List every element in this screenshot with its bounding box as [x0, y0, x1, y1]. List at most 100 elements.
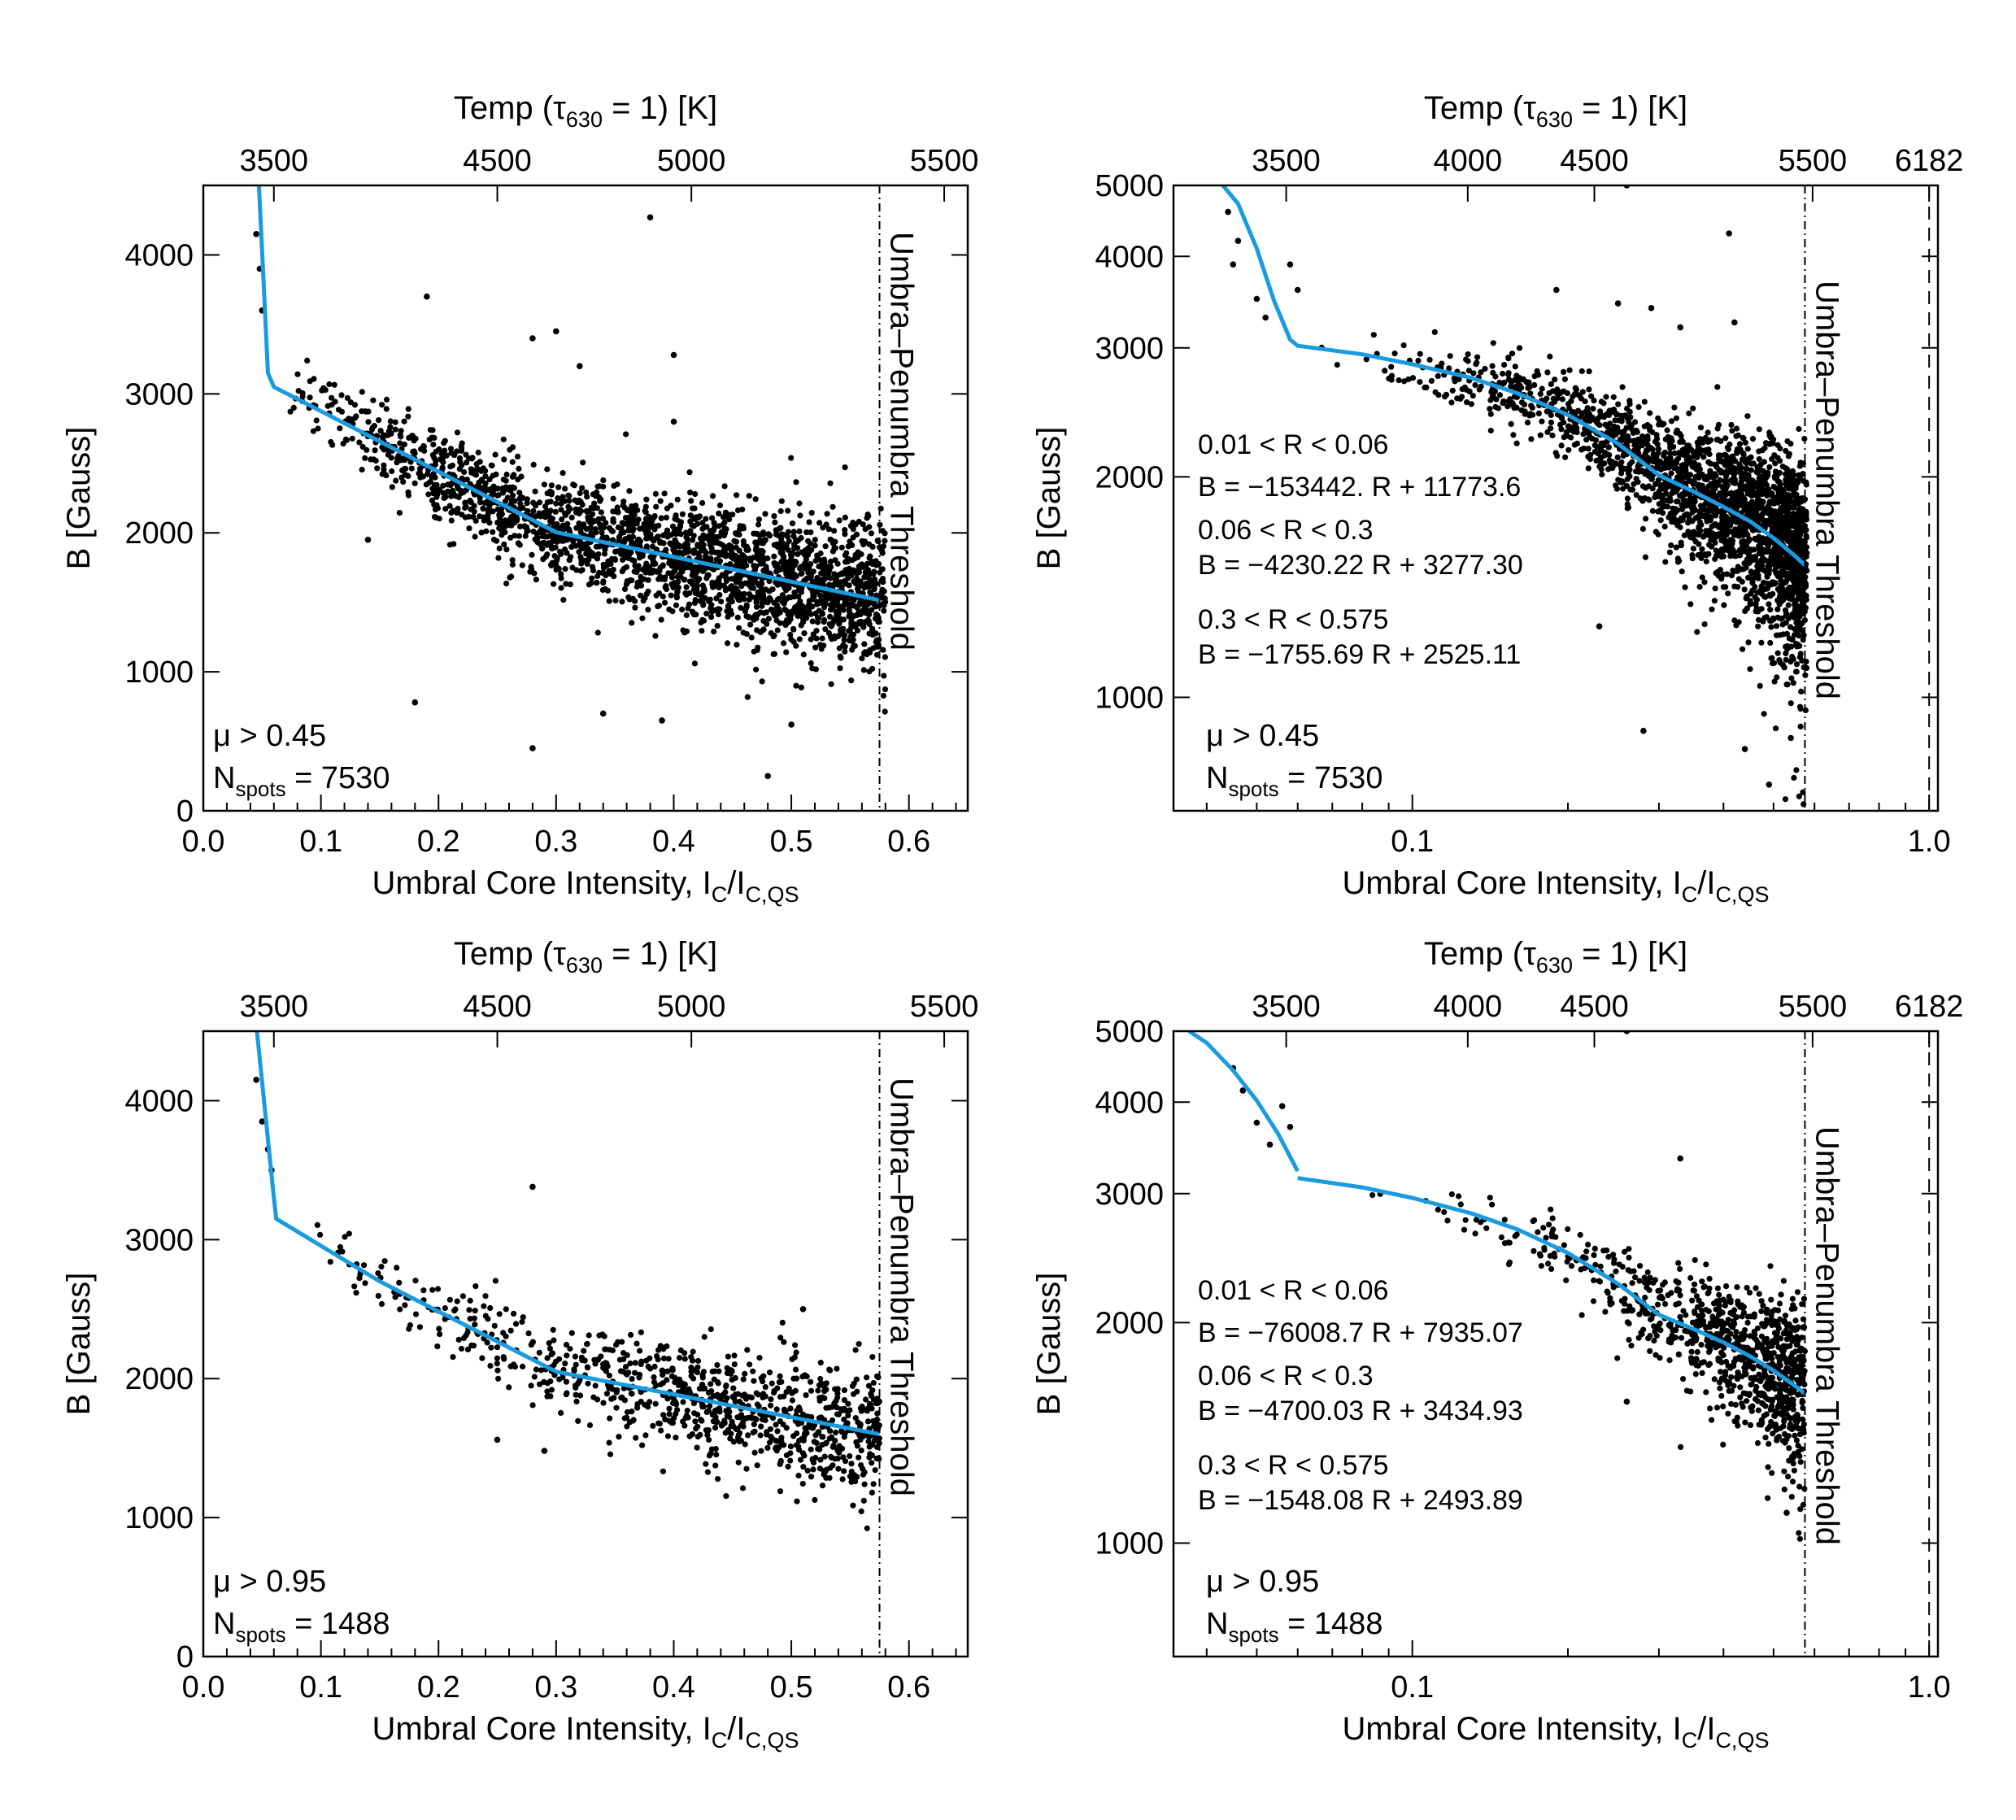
scatter-point	[1405, 376, 1412, 383]
scatter-point	[632, 598, 638, 604]
scatter-point	[716, 510, 722, 517]
scatter-point	[785, 507, 791, 514]
scatter-point	[1451, 375, 1457, 381]
scatter-point	[401, 441, 407, 448]
scatter-point	[1548, 411, 1554, 418]
scatter-point	[1487, 406, 1493, 412]
scatter-point	[1528, 436, 1535, 442]
scatter-point	[1363, 356, 1369, 363]
scatter-point	[1548, 425, 1554, 432]
scatter-point	[1673, 544, 1679, 551]
scatter-point	[677, 571, 683, 577]
scatter-point	[738, 604, 744, 612]
scatter-point	[436, 446, 442, 453]
scatter-point	[768, 1402, 774, 1409]
scatter-point	[748, 1394, 755, 1401]
scatter-point	[356, 439, 363, 446]
scatter-point	[1679, 516, 1686, 523]
scatter-point	[1778, 497, 1785, 504]
scatter-point	[1801, 664, 1808, 670]
y-axis-title: B [Gauss]	[1031, 427, 1067, 570]
scatter-point	[346, 1230, 352, 1237]
scatter-point	[1725, 501, 1731, 507]
outlier-point	[1253, 295, 1261, 303]
scatter-point	[755, 644, 761, 651]
scatter-point	[1661, 464, 1668, 472]
scatter-point	[466, 1307, 472, 1313]
scatter-point	[785, 546, 791, 553]
scatter-point	[1783, 620, 1789, 626]
scatter-point	[694, 1423, 701, 1430]
scatter-point	[410, 448, 416, 455]
scatter-point	[491, 1322, 498, 1329]
scatter-point	[1797, 723, 1804, 730]
scatter-point	[808, 529, 814, 536]
scatter-point	[463, 451, 469, 458]
scatter-point	[389, 468, 395, 475]
scatter-point	[590, 1394, 597, 1400]
scatter-point	[837, 665, 843, 672]
scatter-point	[707, 538, 713, 545]
scatter-point	[862, 526, 869, 533]
scatter-point	[299, 393, 306, 399]
scatter-point	[1770, 440, 1776, 446]
scatter-point	[1396, 377, 1402, 384]
scatter-point	[777, 507, 784, 515]
scatter-point	[847, 538, 853, 545]
scatter-point	[547, 518, 554, 525]
scatter-point	[1737, 550, 1744, 556]
scatter-point	[1696, 541, 1702, 547]
scatter-point	[872, 1467, 878, 1474]
scatter-point	[536, 510, 542, 516]
scatter-point	[1572, 390, 1578, 398]
scatter-point	[625, 522, 632, 529]
scatter-point	[856, 1454, 862, 1461]
scatter-point	[691, 547, 698, 554]
scatter-point	[864, 572, 870, 579]
y-tick-label: 2000	[124, 516, 194, 551]
scatter-point	[454, 448, 460, 455]
scatter-point	[834, 560, 841, 567]
scatter-point	[1682, 463, 1688, 469]
scatter-point	[753, 599, 760, 606]
scatter-point	[329, 442, 336, 448]
scatter-point	[736, 531, 742, 538]
scatter-point	[1687, 532, 1693, 538]
scatter-point	[1653, 459, 1660, 466]
fit-equation-line: B = −1755.69 R + 2525.11	[1198, 639, 1521, 670]
scatter-point	[1550, 388, 1557, 394]
scatter-point	[1635, 468, 1642, 475]
scatter-point	[473, 460, 480, 468]
scatter-point	[1774, 586, 1781, 593]
scatter-point	[742, 608, 749, 615]
scatter-point	[1721, 602, 1727, 608]
scatter-point	[1740, 541, 1746, 547]
scatter-point	[1623, 483, 1631, 490]
scatter-point	[1674, 555, 1681, 562]
scatter-point	[716, 523, 722, 529]
scatter-point	[1487, 411, 1494, 417]
scatter-point	[467, 498, 473, 504]
scatter-point	[1700, 454, 1707, 460]
scatter-point	[1417, 351, 1423, 357]
scatter-point	[789, 566, 795, 573]
scatter-point	[866, 630, 873, 637]
scatter-point	[1487, 397, 1494, 403]
scatter-point	[1688, 497, 1695, 503]
scatter-point	[338, 392, 345, 398]
scatter-point	[586, 556, 592, 563]
scatter-point	[634, 507, 641, 513]
scatter-point	[869, 665, 876, 673]
scatter-point	[682, 546, 689, 552]
scatter-point	[425, 491, 432, 498]
outlier-point	[577, 363, 583, 370]
scatter-point	[431, 514, 438, 520]
scatter-point	[831, 617, 838, 624]
scatter-point	[1738, 464, 1744, 471]
scatter-point	[1573, 386, 1579, 393]
scatter-point	[1791, 486, 1798, 493]
scatter-point	[792, 537, 799, 543]
scatter-point	[1677, 451, 1684, 458]
scatter-point	[871, 585, 877, 591]
scatter-point	[388, 430, 394, 437]
